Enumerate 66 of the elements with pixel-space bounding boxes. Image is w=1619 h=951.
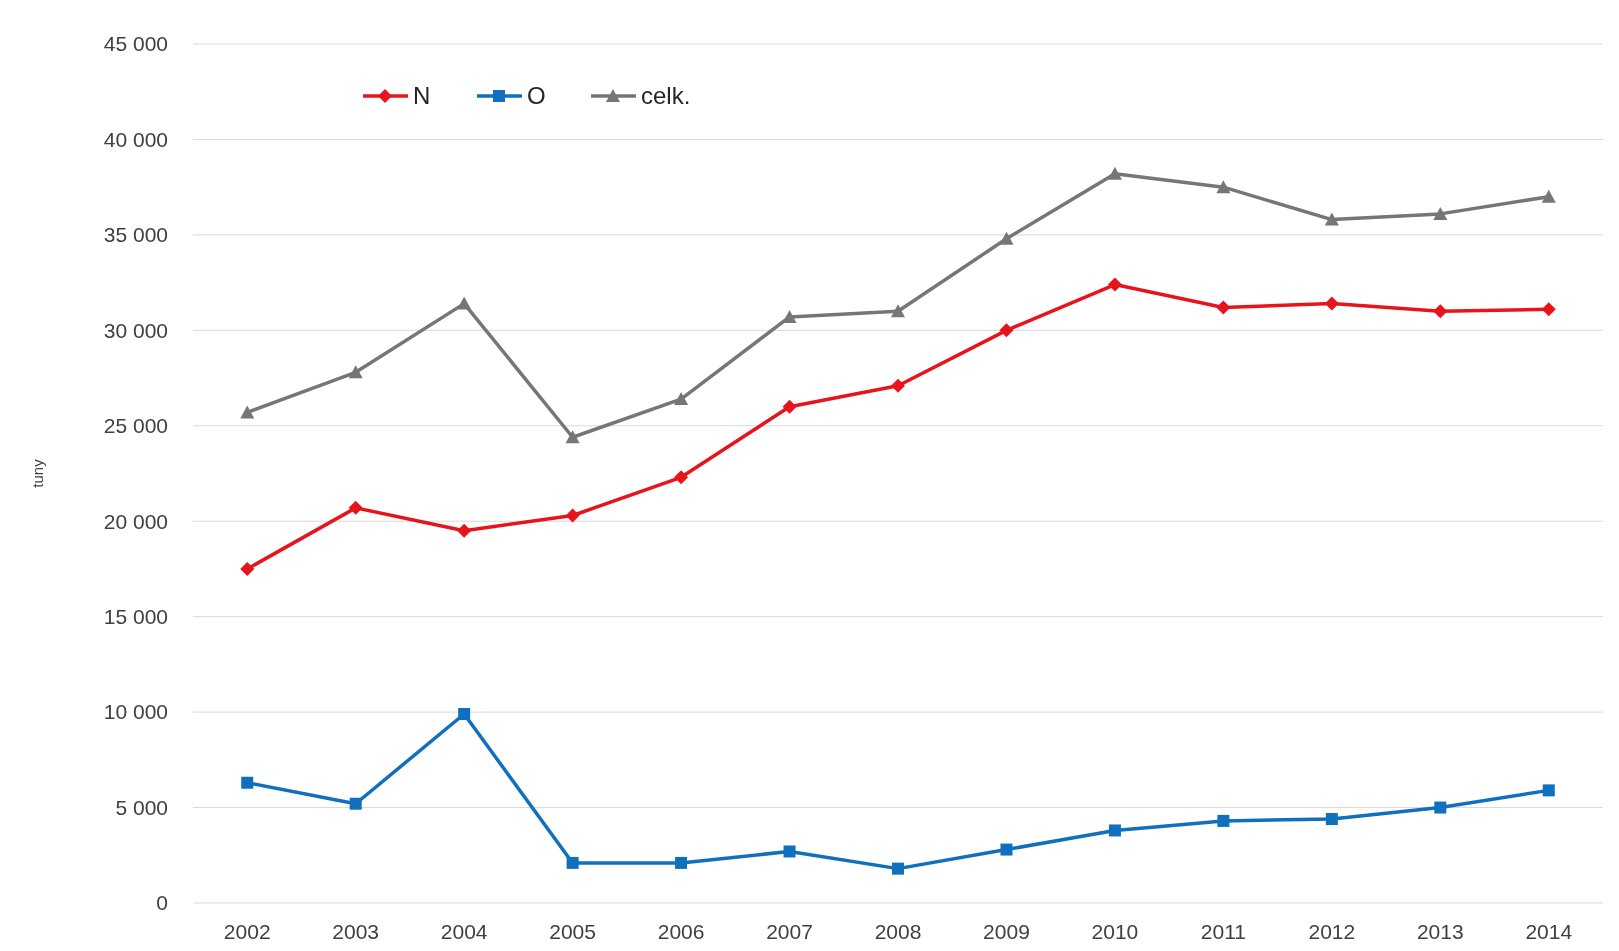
x-tick-label: 2008	[874, 920, 922, 943]
point	[1000, 843, 1013, 856]
x-tick-label: 2009	[983, 920, 1030, 943]
x-tick-label: 2011	[1200, 920, 1246, 943]
y-tick-label: 10 000	[103, 700, 168, 724]
x-tick-label: 2013	[1416, 920, 1464, 943]
point	[1108, 824, 1121, 837]
point	[1542, 784, 1555, 797]
point	[782, 399, 797, 414]
point	[240, 561, 255, 576]
y-tick-label: 45 000	[103, 32, 168, 56]
point	[1541, 302, 1556, 317]
x-tick-label: 2003	[332, 920, 380, 943]
point	[457, 296, 472, 310]
point	[999, 231, 1014, 245]
y-tick-label: 25 000	[103, 414, 168, 438]
point	[457, 523, 472, 538]
point	[1324, 296, 1339, 311]
point	[1217, 814, 1230, 827]
x-tick-label: 2010	[1091, 920, 1139, 943]
y-axis-title: tuny	[29, 458, 46, 488]
point	[1541, 189, 1556, 203]
x-tick-label: 2002	[223, 920, 271, 943]
point	[1433, 304, 1448, 319]
x-tick-label: 2006	[657, 920, 705, 943]
y-tick-label: 0	[156, 891, 168, 915]
point	[458, 708, 471, 721]
point	[565, 508, 580, 523]
x-tick-label: 2014	[1525, 920, 1573, 943]
point	[1433, 206, 1448, 220]
point	[783, 845, 796, 858]
x-tick-label: 2012	[1308, 920, 1356, 943]
legend-label: N	[413, 82, 431, 110]
point	[348, 500, 363, 515]
point	[892, 862, 904, 875]
point	[1216, 180, 1231, 194]
x-tick-label: 2007	[766, 920, 813, 943]
point	[566, 856, 579, 869]
legend-label: O	[527, 82, 546, 110]
point	[240, 405, 255, 419]
y-tick-label: 5 000	[115, 795, 168, 819]
point	[674, 392, 689, 406]
point	[565, 430, 580, 444]
point	[674, 470, 689, 485]
y-tick-label: 20 000	[103, 509, 168, 533]
point	[1434, 801, 1447, 814]
x-tick-label: 2004	[440, 920, 488, 943]
point	[999, 323, 1014, 338]
point	[1216, 300, 1231, 315]
point	[1325, 813, 1338, 826]
legend-label: celk.	[641, 82, 691, 110]
y-tick-label: 30 000	[103, 318, 168, 342]
point	[348, 365, 363, 379]
y-tick-label: 15 000	[103, 605, 168, 629]
x-tick-label: 2005	[549, 920, 596, 943]
point	[349, 797, 362, 810]
point	[891, 304, 905, 318]
y-tick-label: 35 000	[103, 223, 168, 247]
point	[1107, 166, 1122, 180]
point	[891, 378, 905, 393]
point	[782, 309, 797, 323]
point	[675, 856, 688, 869]
y-tick-label: 40 000	[103, 127, 168, 151]
point	[241, 776, 254, 789]
point	[1324, 212, 1339, 226]
point	[1107, 277, 1122, 292]
